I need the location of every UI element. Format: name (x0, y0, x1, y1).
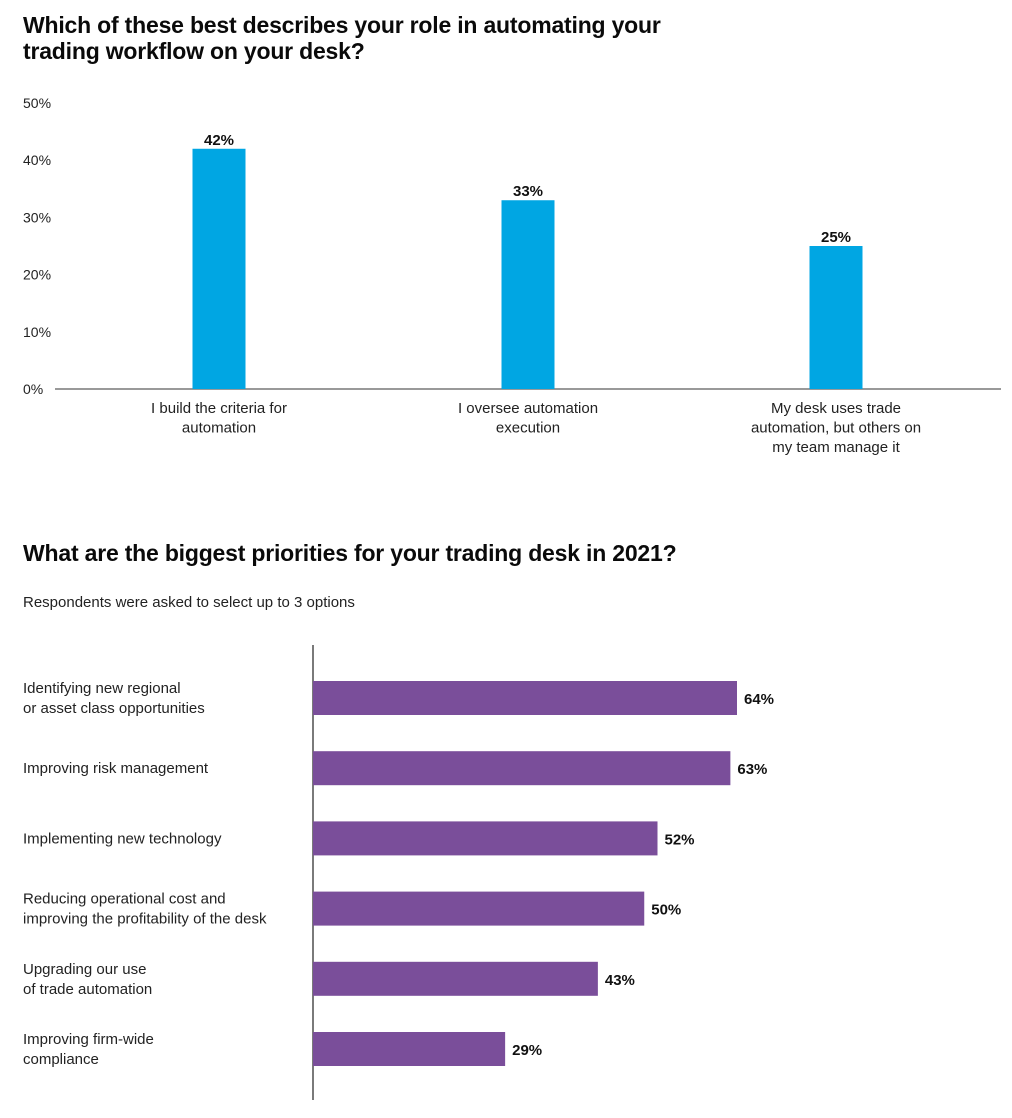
data-label: 29% (512, 1042, 542, 1059)
bar (313, 961, 598, 996)
bar (313, 751, 731, 786)
data-label: 52% (665, 831, 695, 848)
chart1-title: Which of these best describes your role … (23, 12, 661, 64)
data-label: 50% (651, 902, 681, 919)
bar (501, 200, 555, 389)
y-tick-label: 50% (23, 95, 51, 111)
chart2-subtitle: Respondents were asked to select up to 3… (23, 594, 355, 611)
y-tick-label: 40% (23, 152, 51, 168)
category-label: Upgrading our use of trade automation (23, 961, 152, 998)
y-tick-label: 0% (23, 381, 43, 397)
data-label: 42% (204, 132, 234, 149)
data-label: 33% (513, 183, 543, 200)
data-label: 64% (744, 691, 774, 708)
y-tick-label: 20% (23, 267, 51, 283)
x-tick-label: I build the criteria for automation (151, 400, 287, 437)
x-tick-label: My desk uses trade automation, but others… (751, 400, 921, 456)
x-tick-label: I oversee automation execution (458, 400, 598, 437)
role-bar-chart: 0% 10% 20% 30% 40% 50% 42% I build the criteria… (23, 95, 1001, 456)
data-label: 43% (605, 972, 635, 989)
bar (809, 246, 863, 389)
category-label: Improving firm-wide compliance (23, 1031, 154, 1068)
y-tick-label: 30% (23, 209, 51, 225)
data-label: 25% (821, 229, 851, 246)
y-tick-label: 10% (23, 324, 51, 340)
bar (313, 1032, 506, 1066)
data-label: 63% (737, 761, 767, 778)
chart2-title: What are the biggest priorities for your… (23, 540, 677, 566)
bar (313, 681, 737, 715)
category-label: Identifying new regional or asset class o… (23, 680, 205, 717)
category-label: Improving risk management (23, 760, 209, 777)
bar (192, 148, 246, 389)
bar (313, 821, 658, 856)
bar (313, 891, 645, 926)
category-label: Reducing operational cost and improving t… (23, 891, 267, 928)
category-label: Implementing new technology (23, 830, 222, 847)
